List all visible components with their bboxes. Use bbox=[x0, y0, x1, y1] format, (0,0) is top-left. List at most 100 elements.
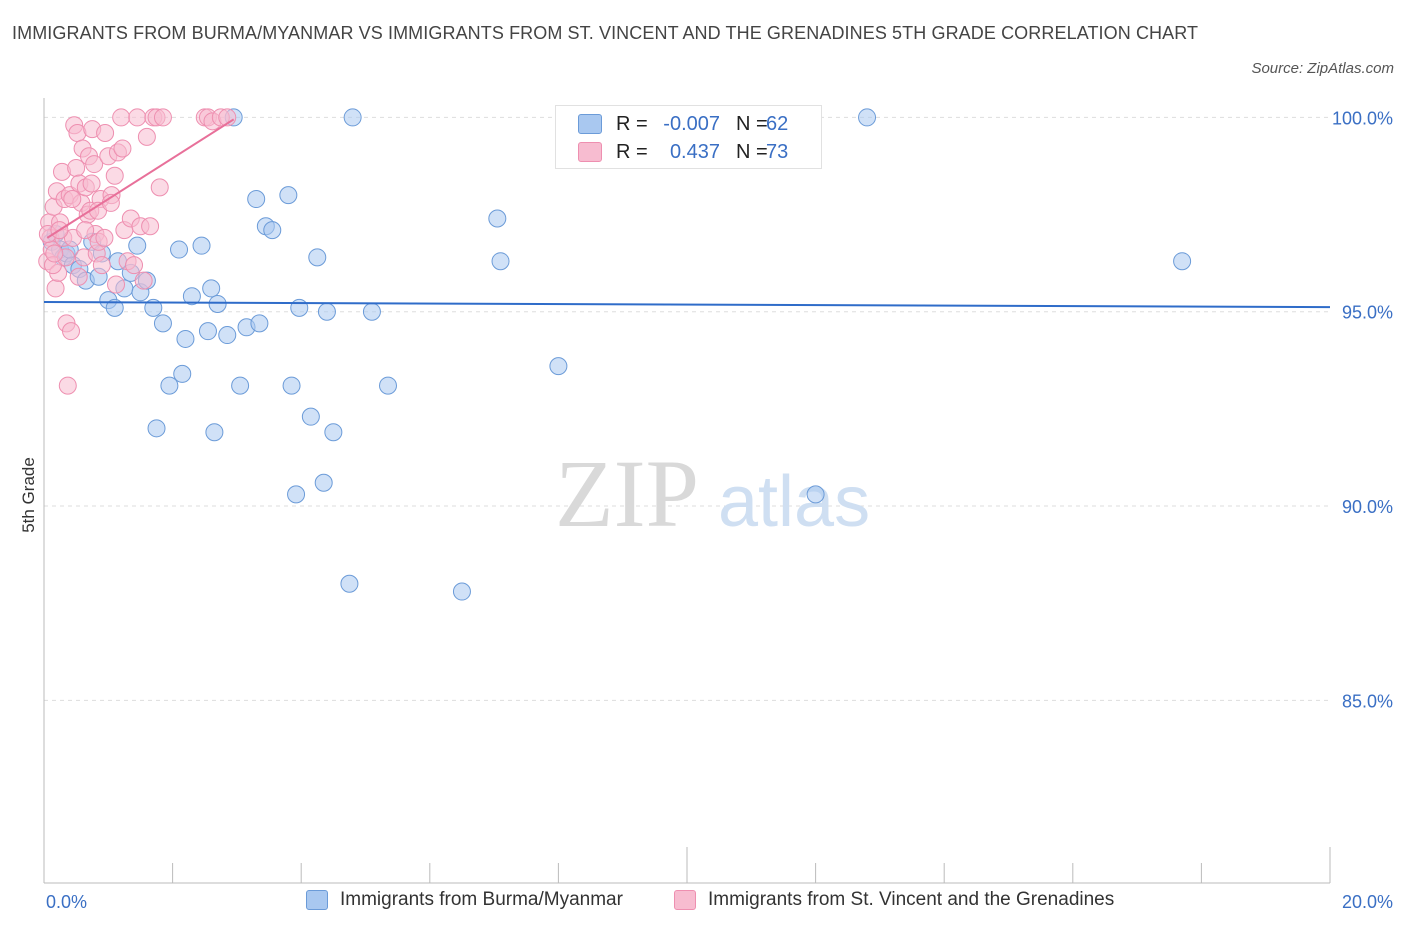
grid-lines bbox=[44, 116, 1330, 701]
data-point bbox=[63, 190, 82, 209]
data-point bbox=[85, 155, 104, 174]
legend-label-stvincent: Immigrants from St. Vincent and the Gren… bbox=[708, 889, 1115, 910]
data-point bbox=[105, 166, 124, 185]
data-point bbox=[208, 294, 227, 313]
legend-swatch-burma bbox=[306, 890, 328, 910]
r-label: R = bbox=[616, 112, 648, 135]
watermark-atlas: atlas bbox=[718, 462, 870, 542]
data-point bbox=[301, 407, 320, 426]
data-point bbox=[549, 357, 568, 376]
data-point bbox=[858, 108, 877, 127]
data-point bbox=[144, 298, 163, 317]
stats-row-burma: R = -0.007 N = 62 bbox=[578, 111, 788, 137]
data-point bbox=[68, 123, 87, 142]
data-point bbox=[379, 376, 398, 395]
data-point bbox=[134, 271, 153, 290]
y-tick-label: 95.0% bbox=[1342, 303, 1393, 323]
data-point bbox=[96, 123, 115, 142]
data-point bbox=[250, 314, 269, 333]
x-tick-label: 20.0% bbox=[1342, 892, 1393, 912]
tick-labels: 100.0% 95.0% 90.0% 85.0% 0.0% 20.0% bbox=[46, 108, 1393, 912]
data-point bbox=[247, 190, 266, 209]
legend-item-burma[interactable]: Immigrants from Burma/Myanmar bbox=[306, 889, 623, 911]
data-point bbox=[147, 419, 166, 438]
data-point bbox=[362, 302, 381, 321]
data-point bbox=[290, 298, 309, 317]
data-point bbox=[279, 186, 298, 205]
data-point bbox=[314, 473, 333, 492]
series-stvincent-points bbox=[38, 108, 237, 395]
data-point bbox=[69, 267, 88, 286]
data-point bbox=[125, 256, 144, 275]
y-tick-label: 85.0% bbox=[1342, 691, 1393, 711]
trend-line-pink bbox=[46, 118, 235, 239]
data-point bbox=[105, 298, 124, 317]
y-tick-label: 90.0% bbox=[1342, 497, 1393, 517]
data-point bbox=[128, 108, 147, 127]
data-point bbox=[113, 139, 132, 158]
data-point bbox=[176, 329, 195, 348]
data-point bbox=[62, 322, 81, 341]
y-tick-label: 100.0% bbox=[1332, 108, 1393, 128]
y-axis-label: 5th Grade bbox=[19, 457, 38, 533]
data-point bbox=[160, 376, 179, 395]
data-point bbox=[141, 217, 160, 236]
data-point bbox=[173, 364, 192, 383]
trend-line-blue bbox=[43, 301, 1331, 309]
data-point bbox=[46, 279, 65, 298]
legend-item-stvincent[interactable]: Immigrants from St. Vincent and the Gren… bbox=[674, 889, 1114, 911]
data-point bbox=[112, 108, 131, 127]
data-point bbox=[488, 209, 507, 228]
r-label: R = bbox=[616, 140, 648, 163]
data-point bbox=[452, 582, 471, 601]
series-legend: Immigrants from Burma/Myanmar Immigrants… bbox=[0, 889, 1406, 915]
data-point bbox=[95, 228, 114, 247]
data-point bbox=[231, 376, 250, 395]
axes bbox=[43, 98, 1331, 884]
data-point bbox=[107, 275, 126, 294]
data-point bbox=[150, 178, 169, 197]
swatch-burma bbox=[578, 114, 602, 134]
data-point bbox=[76, 221, 95, 240]
data-point bbox=[182, 287, 201, 306]
data-point bbox=[137, 127, 156, 146]
data-point bbox=[263, 221, 282, 240]
data-point bbox=[324, 423, 343, 442]
data-point bbox=[82, 174, 101, 193]
data-point bbox=[340, 574, 359, 593]
legend-label-burma: Immigrants from Burma/Myanmar bbox=[340, 889, 623, 910]
data-point bbox=[202, 279, 221, 298]
n-value: 62 bbox=[766, 112, 789, 135]
data-point bbox=[153, 314, 172, 333]
watermark-zip: ZIP bbox=[555, 440, 699, 547]
data-point bbox=[198, 322, 217, 341]
data-point bbox=[491, 252, 510, 271]
data-point bbox=[1173, 252, 1192, 271]
data-point bbox=[282, 376, 301, 395]
n-value: 73 bbox=[766, 140, 789, 163]
r-value: 0.437 bbox=[669, 140, 720, 163]
data-point bbox=[92, 256, 111, 275]
trend-lines bbox=[43, 118, 1331, 309]
r-value: -0.007 bbox=[663, 112, 720, 135]
data-point bbox=[45, 244, 64, 263]
data-point bbox=[287, 485, 306, 504]
watermark: ZIP atlas bbox=[555, 440, 870, 547]
data-point bbox=[58, 376, 77, 395]
n-label: N = bbox=[736, 140, 768, 163]
stats-legend: R = -0.007 N = 62 R = 0.437 N = 73 bbox=[555, 105, 822, 169]
chart-title: IMMIGRANTS FROM BURMA/MYANMAR VS IMMIGRA… bbox=[12, 23, 1199, 43]
data-point bbox=[218, 326, 237, 345]
swatch-stvincent bbox=[578, 142, 602, 162]
data-point bbox=[317, 302, 336, 321]
data-point bbox=[128, 236, 147, 255]
source-label: Source: ZipAtlas.com bbox=[1251, 60, 1394, 77]
x-tick-label: 0.0% bbox=[46, 892, 87, 912]
data-point bbox=[205, 423, 224, 442]
data-point bbox=[806, 485, 825, 504]
stats-row-stvincent: R = 0.437 N = 73 bbox=[578, 139, 788, 165]
data-point bbox=[192, 236, 211, 255]
data-point bbox=[153, 108, 172, 127]
data-point bbox=[308, 248, 327, 267]
